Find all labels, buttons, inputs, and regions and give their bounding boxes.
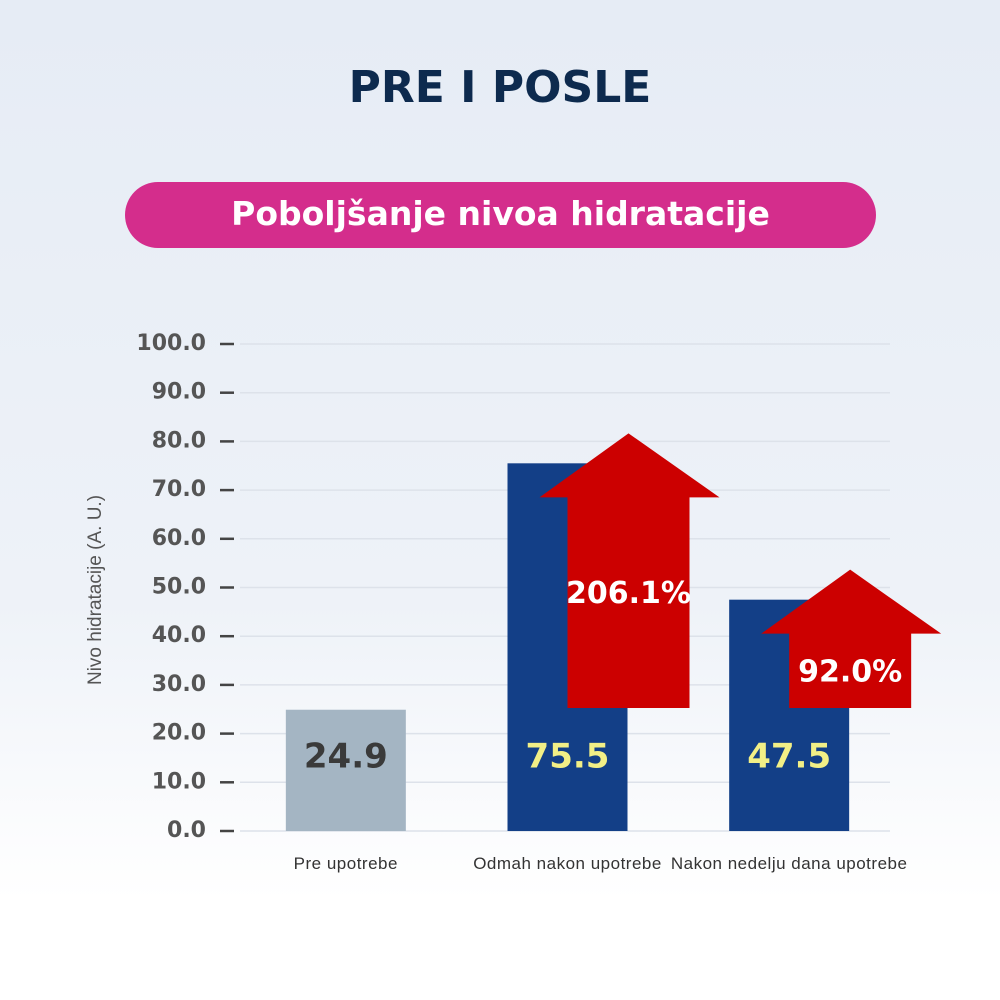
y-tick-label: 10.0 — [152, 769, 206, 794]
x-tick-label: Odmah nakon upotrebe — [473, 854, 662, 873]
annotation: 92.0% — [798, 654, 902, 689]
arrow — [539, 433, 720, 708]
value-label: 47.5 — [747, 737, 831, 777]
y-tick-label: 50.0 — [152, 575, 206, 600]
y-tick-label: 20.0 — [152, 721, 206, 746]
arrow — [761, 569, 942, 708]
annotation: 206.1% — [566, 576, 691, 611]
y-axis-label: Nivo hidratacije (A. U.) — [85, 495, 106, 685]
y-tick-label: 30.0 — [152, 672, 206, 697]
y-tick-label: 0.0 — [167, 818, 206, 843]
x-tick-label: Pre upotrebe — [293, 854, 398, 873]
bar — [285, 709, 406, 831]
y-tick-label: 80.0 — [152, 428, 206, 453]
page-title: PRE I POSLE — [348, 62, 652, 113]
y-tick-label: 90.0 — [152, 380, 206, 405]
y-tick-label: 70.0 — [152, 477, 206, 502]
value-label: 75.5 — [526, 737, 610, 777]
y-tick-label: 100.0 — [136, 331, 206, 356]
y-tick-label: 60.0 — [152, 526, 206, 551]
subtitle: Poboljšanje nivoa hidratacije — [125, 182, 876, 248]
value-label: 24.9 — [304, 737, 388, 777]
x-tick-label: Nakon nedelju dana upotrebe — [670, 854, 908, 873]
y-tick-label: 40.0 — [152, 623, 206, 648]
